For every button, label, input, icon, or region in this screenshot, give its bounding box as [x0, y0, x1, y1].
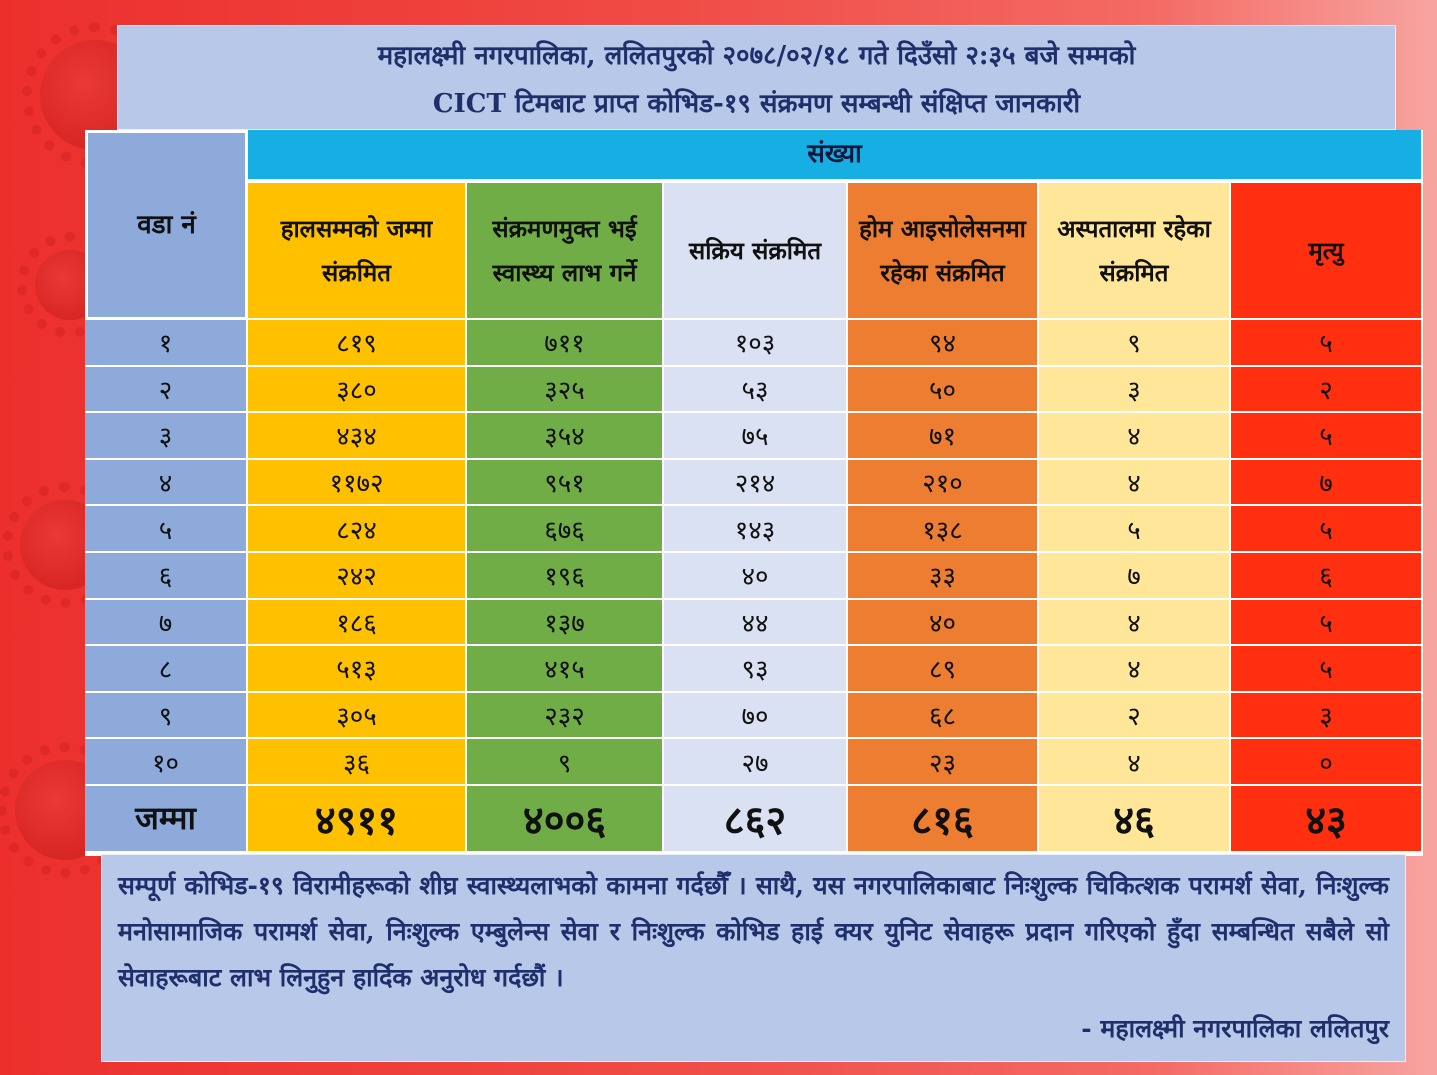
home-isolation-cell: ८९ [848, 646, 1039, 693]
hospital-cell: ४ [1039, 459, 1231, 507]
home-isolation-cell: २३ [848, 739, 1039, 786]
active-cell: १०३ [664, 320, 848, 367]
deaths-cell: ५ [1231, 413, 1423, 460]
active-cell: १४३ [664, 506, 848, 553]
deaths-cell: ५ [1231, 506, 1423, 553]
active-cell: २१४ [664, 459, 848, 507]
recovered-cell: ४१५ [467, 646, 664, 693]
ward-header: वडा नं [85, 130, 248, 320]
total-infected-sum: ४९११ [248, 785, 467, 853]
header-hospital: अस्पतालमा रहेका संक्रमित [1039, 183, 1231, 320]
total-infected-cell: ३६ [248, 739, 467, 786]
recovered-cell: २३२ [467, 692, 664, 740]
active-cell: २७ [664, 739, 848, 786]
home-isolation-cell: २१० [848, 459, 1039, 507]
ward-number: १ [85, 320, 248, 367]
ward-number: २ [85, 366, 248, 414]
home-isolation-cell: ७१ [848, 413, 1039, 460]
count-group-header: संख्या [248, 130, 1423, 183]
recovered-cell: ६७६ [467, 506, 664, 553]
title-banner: महालक्ष्मी नगरपालिका, ललितपुरको २०७८/०२/… [117, 25, 1396, 130]
active-cell: ५३ [664, 366, 848, 414]
active-sum: ८६२ [664, 785, 848, 853]
active-cell: ४४ [664, 599, 848, 647]
ward-number: ३ [85, 413, 248, 460]
home-isolation-cell: ४० [848, 599, 1039, 647]
active-cell: ७५ [664, 413, 848, 460]
hospital-cell: ४ [1039, 739, 1231, 786]
hospital-cell: ३ [1039, 366, 1231, 414]
header-home-isolation: होम आइसोलेसनमा रहेका संक्रमित [848, 183, 1039, 320]
recovered-cell: ३२५ [467, 366, 664, 414]
total-infected-cell: २४२ [248, 552, 467, 600]
hospital-cell: ७ [1039, 552, 1231, 600]
recovered-cell: ९ [467, 739, 664, 786]
total-infected-cell: १८६ [248, 599, 467, 647]
total-infected-cell: ३८० [248, 366, 467, 414]
recovered-cell: ३५४ [467, 413, 664, 460]
hospital-cell: ४ [1039, 646, 1231, 693]
deaths-cell: ० [1231, 739, 1423, 786]
header-deaths: मृत्यु [1231, 183, 1423, 320]
ward-number: ५ [85, 506, 248, 553]
deaths-cell: ७ [1231, 459, 1423, 507]
home-isolation-cell: ९४ [848, 320, 1039, 367]
deaths-cell: ५ [1231, 320, 1423, 367]
total-infected-cell: ४३४ [248, 413, 467, 460]
total-infected-cell: ११७२ [248, 459, 467, 507]
home-isolation-cell: ६८ [848, 692, 1039, 740]
hospital-cell: ९ [1039, 320, 1231, 367]
title-line-1: महालक्ष्मी नगरपालिका, ललितपुरको २०७८/०२/… [377, 41, 1136, 71]
total-infected-cell: ८१९ [248, 320, 467, 367]
home-isolation-cell: १३८ [848, 506, 1039, 553]
deaths-cell: ५ [1231, 646, 1423, 693]
hospital-cell: ५ [1039, 506, 1231, 553]
deaths-sum: ४३ [1231, 785, 1423, 853]
home-isolation-cell: ५० [848, 366, 1039, 414]
header-recovered: संक्रमणमुक्त भई स्वास्थ्य लाभ गर्ने [467, 183, 664, 320]
total-label: जम्मा [85, 785, 248, 853]
active-cell: ७० [664, 692, 848, 740]
deaths-cell: ६ [1231, 552, 1423, 600]
ward-number: ९ [85, 692, 248, 740]
total-infected-cell: ८२४ [248, 506, 467, 553]
recovered-sum: ४००६ [467, 785, 664, 853]
ward-number: ७ [85, 599, 248, 647]
ward-number: ८ [85, 646, 248, 693]
home-isolation-cell: ३३ [848, 552, 1039, 600]
hospital-cell: ४ [1039, 413, 1231, 460]
footer-notice: सम्पूर्ण कोभिड-१९ विरामीहरूको शीघ्र स्वा… [101, 854, 1406, 1062]
hospital-cell: ४ [1039, 599, 1231, 647]
header-active: सक्रिय संक्रमित [664, 183, 848, 320]
deaths-cell: ३ [1231, 692, 1423, 740]
covid-table: वडा नं संख्या हालसम्मको जम्मा संक्रमित स… [85, 130, 1423, 856]
footer-message: सम्पूर्ण कोभिड-१९ विरामीहरूको शीघ्र स्वा… [118, 871, 1389, 992]
active-cell: ९३ [664, 646, 848, 693]
title-line-2: CICT टिमबाट प्राप्त कोभिड-१९ संक्रमण सम्… [432, 89, 1081, 119]
recovered-cell: १३७ [467, 599, 664, 647]
hospital-sum: ४६ [1039, 785, 1231, 853]
ward-number: ६ [85, 552, 248, 600]
recovered-cell: ९५१ [467, 459, 664, 507]
recovered-cell: १९६ [467, 552, 664, 600]
ward-number: १० [85, 739, 248, 786]
total-infected-cell: ३०५ [248, 692, 467, 740]
hospital-cell: २ [1039, 692, 1231, 740]
ward-number: ४ [85, 459, 248, 507]
recovered-cell: ७११ [467, 320, 664, 367]
footer-signature: - महालक्ष्मी नगरपालिका ललितपुर [1081, 1014, 1389, 1043]
header-total-infected: हालसम्मको जम्मा संक्रमित [248, 183, 467, 320]
total-infected-cell: ५१३ [248, 646, 467, 693]
deaths-cell: ५ [1231, 599, 1423, 647]
active-cell: ४० [664, 552, 848, 600]
home-isolation-sum: ८१६ [848, 785, 1039, 853]
deaths-cell: २ [1231, 366, 1423, 414]
